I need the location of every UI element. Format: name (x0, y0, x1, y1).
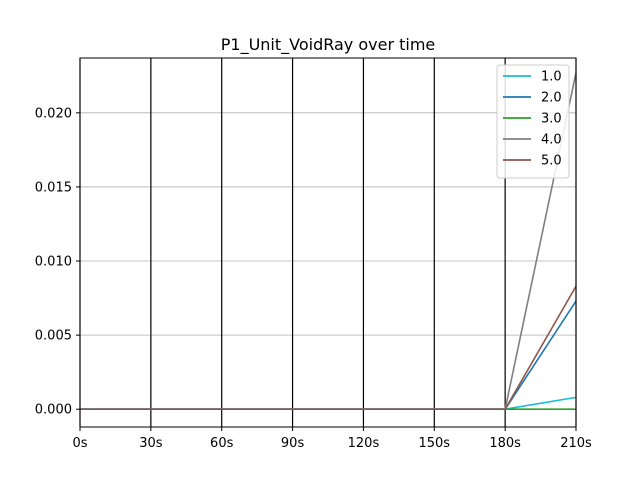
x-tick-label: 150s (418, 436, 450, 451)
x-tick-label: 30s (139, 436, 163, 451)
y-tick-label: 0.015 (35, 180, 72, 195)
y-tick-label: 0.010 (35, 255, 72, 270)
legend-label: 5.0 (541, 154, 562, 169)
plot-frame (79, 57, 577, 428)
series-line-5.0 (80, 285, 577, 411)
y-tick-label: 0.020 (35, 106, 72, 121)
legend-label: 4.0 (541, 133, 562, 148)
legend-label: 2.0 (541, 91, 562, 106)
y-tick-label: 0.000 (35, 403, 72, 418)
chart-title: P1_Unit_VoidRay over time (221, 35, 436, 55)
grid-layer (79, 58, 577, 427)
legend-box (496, 64, 570, 179)
series-layer (80, 72, 577, 411)
y-tick-label: 0.005 (35, 329, 72, 344)
x-tick-label: 180s (489, 436, 521, 451)
axes-layer: 0.000 0.005 0.010 0.015 0.020 0s 30s 60s 90s 120s… (35, 57, 592, 451)
legend-label: 1.0 (541, 70, 562, 85)
x-tick-label: 60s (210, 436, 234, 451)
x-tick-label: 0s (72, 436, 87, 451)
legend-label: 3.0 (541, 112, 562, 127)
legend: 1.0 2.0 3.0 4.0 5.0 (496, 64, 570, 179)
x-tick-label: 90s (281, 436, 305, 451)
x-tick-label: 210s (560, 436, 592, 451)
x-tick-label: 120s (348, 436, 380, 451)
